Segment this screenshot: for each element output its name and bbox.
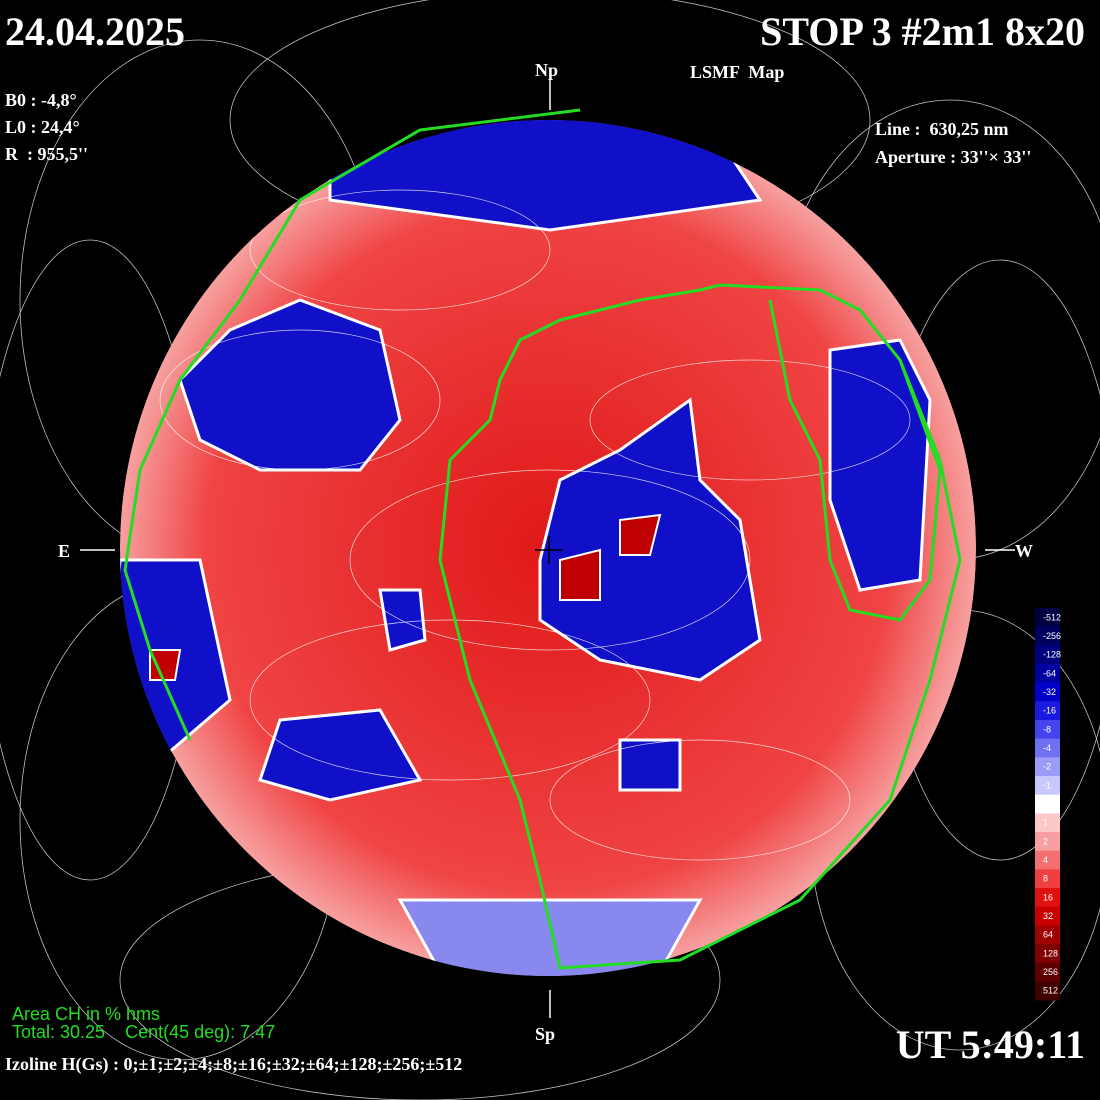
colorbar-swatch	[1035, 869, 1060, 889]
date: 24.04.2025	[5, 9, 185, 54]
north-label: Np	[535, 60, 558, 80]
b0: B0 : -4,8°	[5, 90, 77, 110]
solar-disk	[120, 120, 976, 976]
colorbar-label: -512	[1043, 612, 1061, 622]
colorbar-label: 256	[1043, 967, 1058, 977]
colorbar-swatch	[1035, 664, 1060, 684]
colorbar-swatch	[1035, 981, 1060, 1001]
colorbar-swatch	[1035, 794, 1060, 814]
east-label: E	[58, 541, 70, 561]
area-values: Total: 30.25 Cent(45 deg): 7.47	[12, 1022, 275, 1042]
colorbar-swatch	[1035, 720, 1060, 740]
colorbar-swatch	[1035, 888, 1060, 908]
colorbar-swatch	[1035, 645, 1060, 665]
colorbar-label: 1	[1043, 818, 1048, 828]
colorbar-swatch	[1035, 608, 1060, 628]
area-title: Area CH in % hms	[12, 1004, 160, 1024]
time: UT 5:49:11	[896, 1022, 1085, 1067]
colorbar-label: -1	[1043, 780, 1051, 790]
colorbar-label: -32	[1043, 687, 1056, 697]
colorbar-label: 64	[1043, 930, 1053, 940]
west-label: W	[1015, 541, 1033, 561]
colorbar-swatch	[1035, 701, 1060, 721]
colorbar-label: 8	[1043, 874, 1048, 884]
colorbar-label: 2	[1043, 836, 1048, 846]
colorbar-label: 512	[1043, 986, 1058, 996]
colorbar-swatch	[1035, 906, 1060, 926]
colorbar-swatch	[1035, 776, 1060, 796]
colorbar-label: 16	[1043, 892, 1053, 902]
colorbar-swatch	[1035, 944, 1060, 964]
colorbar-label: 32	[1043, 911, 1053, 921]
title: STOP 3 #2m1 8x20	[760, 9, 1085, 54]
colorbar-swatch	[1035, 757, 1060, 777]
izoline: Izoline H(Gs) : 0;±1;±2;±4;±8;±16;±32;±6…	[5, 1054, 462, 1075]
colorbar-label: 4	[1043, 855, 1048, 865]
colorbar: -512 -256 -128 -64 -32 -16 -8 -4 -2 -1 0 1 2 4 8 16 32 64…	[1035, 608, 1061, 1001]
radius: R : 955,5''	[5, 144, 88, 164]
colorbar-swatch	[1035, 626, 1060, 646]
colorbar-swatch	[1035, 850, 1060, 870]
colorbar-swatch	[1035, 813, 1060, 833]
colorbar-label: -4	[1043, 743, 1051, 753]
colorbar-swatch	[1035, 832, 1060, 852]
colorbar-label: -8	[1043, 724, 1051, 734]
colorbar-label: -64	[1043, 668, 1056, 678]
center-cross	[535, 536, 563, 564]
colorbar-label: -2	[1043, 762, 1051, 772]
aperture: Aperture : 33''× 33''	[875, 147, 1031, 167]
l0: L0 : 24,4°	[5, 117, 80, 137]
colorbar-swatch	[1035, 682, 1060, 702]
colorbar-label: -128	[1043, 650, 1061, 660]
south-label: Sp	[535, 1024, 555, 1044]
axis-ticks	[80, 80, 1015, 1018]
colorbar-swatch	[1035, 962, 1060, 982]
colorbar-label: -16	[1043, 706, 1056, 716]
colorbar-label: 0	[1043, 799, 1048, 809]
coronal-hole-contours	[123, 108, 962, 970]
colorbar-label: -256	[1043, 631, 1061, 641]
colorbar-swatch	[1035, 925, 1060, 945]
line: Line : 630,25 nm	[875, 119, 1009, 139]
colorbar-swatch	[1035, 738, 1060, 758]
subtitle: LSMF Map	[690, 62, 784, 82]
colorbar-label: 128	[1043, 948, 1058, 958]
